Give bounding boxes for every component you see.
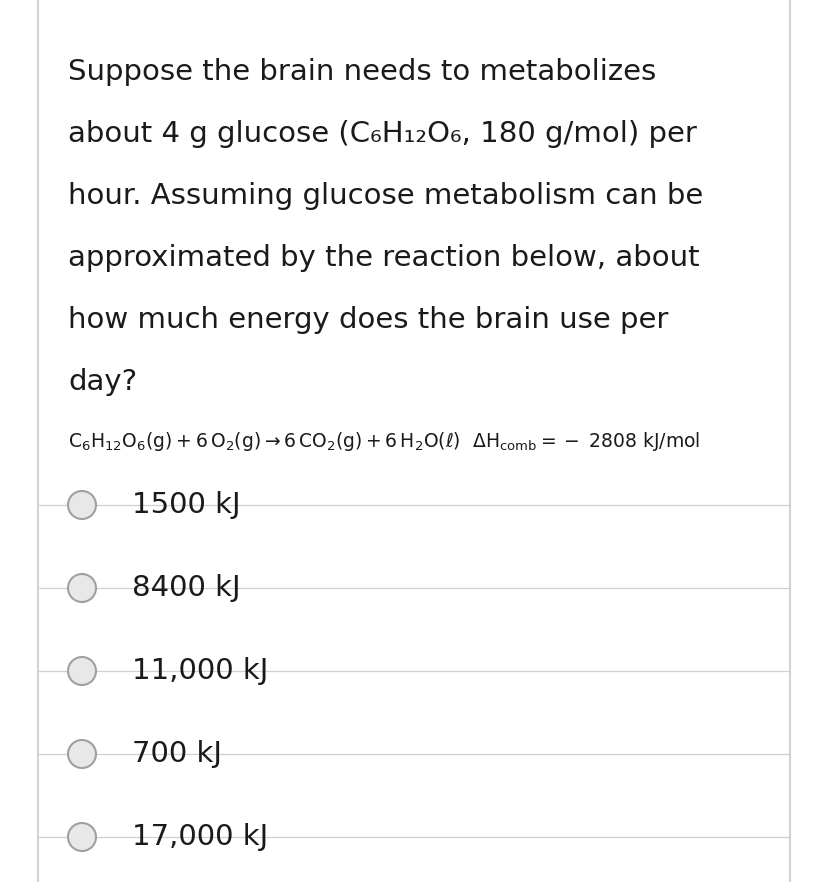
Text: 1500 kJ: 1500 kJ [131,491,241,519]
Circle shape [68,740,96,768]
Text: 11,000 kJ: 11,000 kJ [131,657,268,685]
Text: about 4 g glucose (C₆H₁₂O₆, 180 g/mol) per: about 4 g glucose (C₆H₁₂O₆, 180 g/mol) p… [68,120,696,148]
Circle shape [68,823,96,851]
Text: hour. Assuming glucose metabolism can be: hour. Assuming glucose metabolism can be [68,182,702,210]
Circle shape [68,657,96,685]
Text: day?: day? [68,368,137,396]
Text: 17,000 kJ: 17,000 kJ [131,823,268,851]
Circle shape [68,574,96,602]
Text: 700 kJ: 700 kJ [131,740,222,768]
Text: $\mathregular{C_6H_{12}O_6(g) + 6\,O_2(g) \rightarrow 6\,CO_2(g) + 6\,H_2O(\ell): $\mathregular{C_6H_{12}O_6(g) + 6\,O_2(g… [68,430,700,453]
Text: how much energy does the brain use per: how much energy does the brain use per [68,306,667,334]
Text: approximated by the reaction below, about: approximated by the reaction below, abou… [68,244,699,272]
Text: 8400 kJ: 8400 kJ [131,574,241,602]
Circle shape [68,491,96,519]
Text: Suppose the brain needs to metabolizes: Suppose the brain needs to metabolizes [68,58,656,86]
